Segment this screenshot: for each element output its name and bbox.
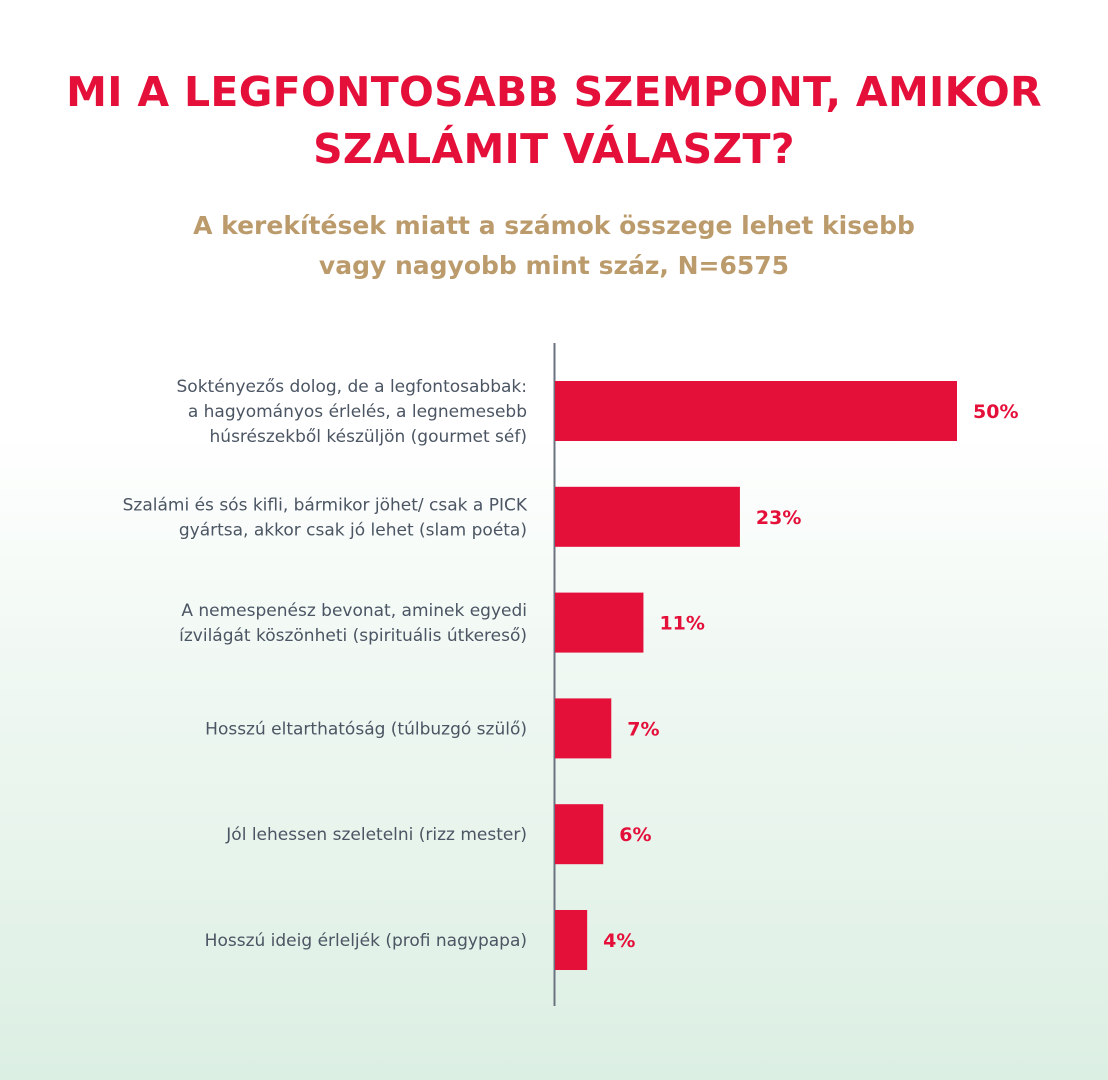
category-label: a hagyományos érlelés, a legnemesebb bbox=[188, 402, 527, 422]
category-label: gyártsa, akkor csak jó lehet (slam poéta… bbox=[179, 520, 527, 540]
data-label: 11% bbox=[659, 613, 704, 635]
category-label: Soktényezős dolog, de a legfontosabbak: bbox=[177, 377, 527, 397]
title-line-1: MI A LEGFONTOSABB SZEMPONT, AMIKOR bbox=[66, 68, 1042, 116]
bar bbox=[555, 698, 612, 759]
data-label: 7% bbox=[627, 718, 659, 740]
category-label: Szalámi és sós kifli, bármikor jöhet/ cs… bbox=[123, 495, 528, 515]
bar bbox=[555, 381, 957, 441]
data-label: 6% bbox=[619, 824, 651, 846]
chart-title: MI A LEGFONTOSABB SZEMPONT, AMIKOR SZALÁ… bbox=[0, 64, 1108, 178]
title-line-2: SZALÁMIT VÁLASZT? bbox=[313, 125, 795, 173]
category-label: Hosszú ideig érleljék (profi nagypapa) bbox=[205, 931, 527, 951]
data-label: 50% bbox=[973, 401, 1018, 423]
category-label: húsrészekből készüljön (gourmet séf) bbox=[210, 427, 527, 447]
category-label: Hosszú eltarthatóság (túlbuzgó szülő) bbox=[205, 719, 527, 739]
category-label: Jól lehessen szeletelni (rizz mester) bbox=[225, 825, 527, 845]
subtitle-line-2: vagy nagyobb mint száz, N=6575 bbox=[318, 251, 790, 280]
bar bbox=[555, 804, 604, 865]
data-label: 4% bbox=[603, 930, 635, 952]
chart-subtitle: A kerekítések miatt a számok összege leh… bbox=[0, 206, 1108, 286]
category-label: ízvilágát köszönheti (spirituális útkere… bbox=[179, 626, 527, 646]
bar bbox=[555, 486, 740, 547]
bar bbox=[555, 910, 588, 970]
data-label: 23% bbox=[756, 507, 801, 529]
bar bbox=[555, 592, 644, 653]
category-label: A nemespenész bevonat, aminek egyedi bbox=[181, 601, 527, 621]
subtitle-line-1: A kerekítések miatt a számok összege leh… bbox=[193, 211, 915, 240]
